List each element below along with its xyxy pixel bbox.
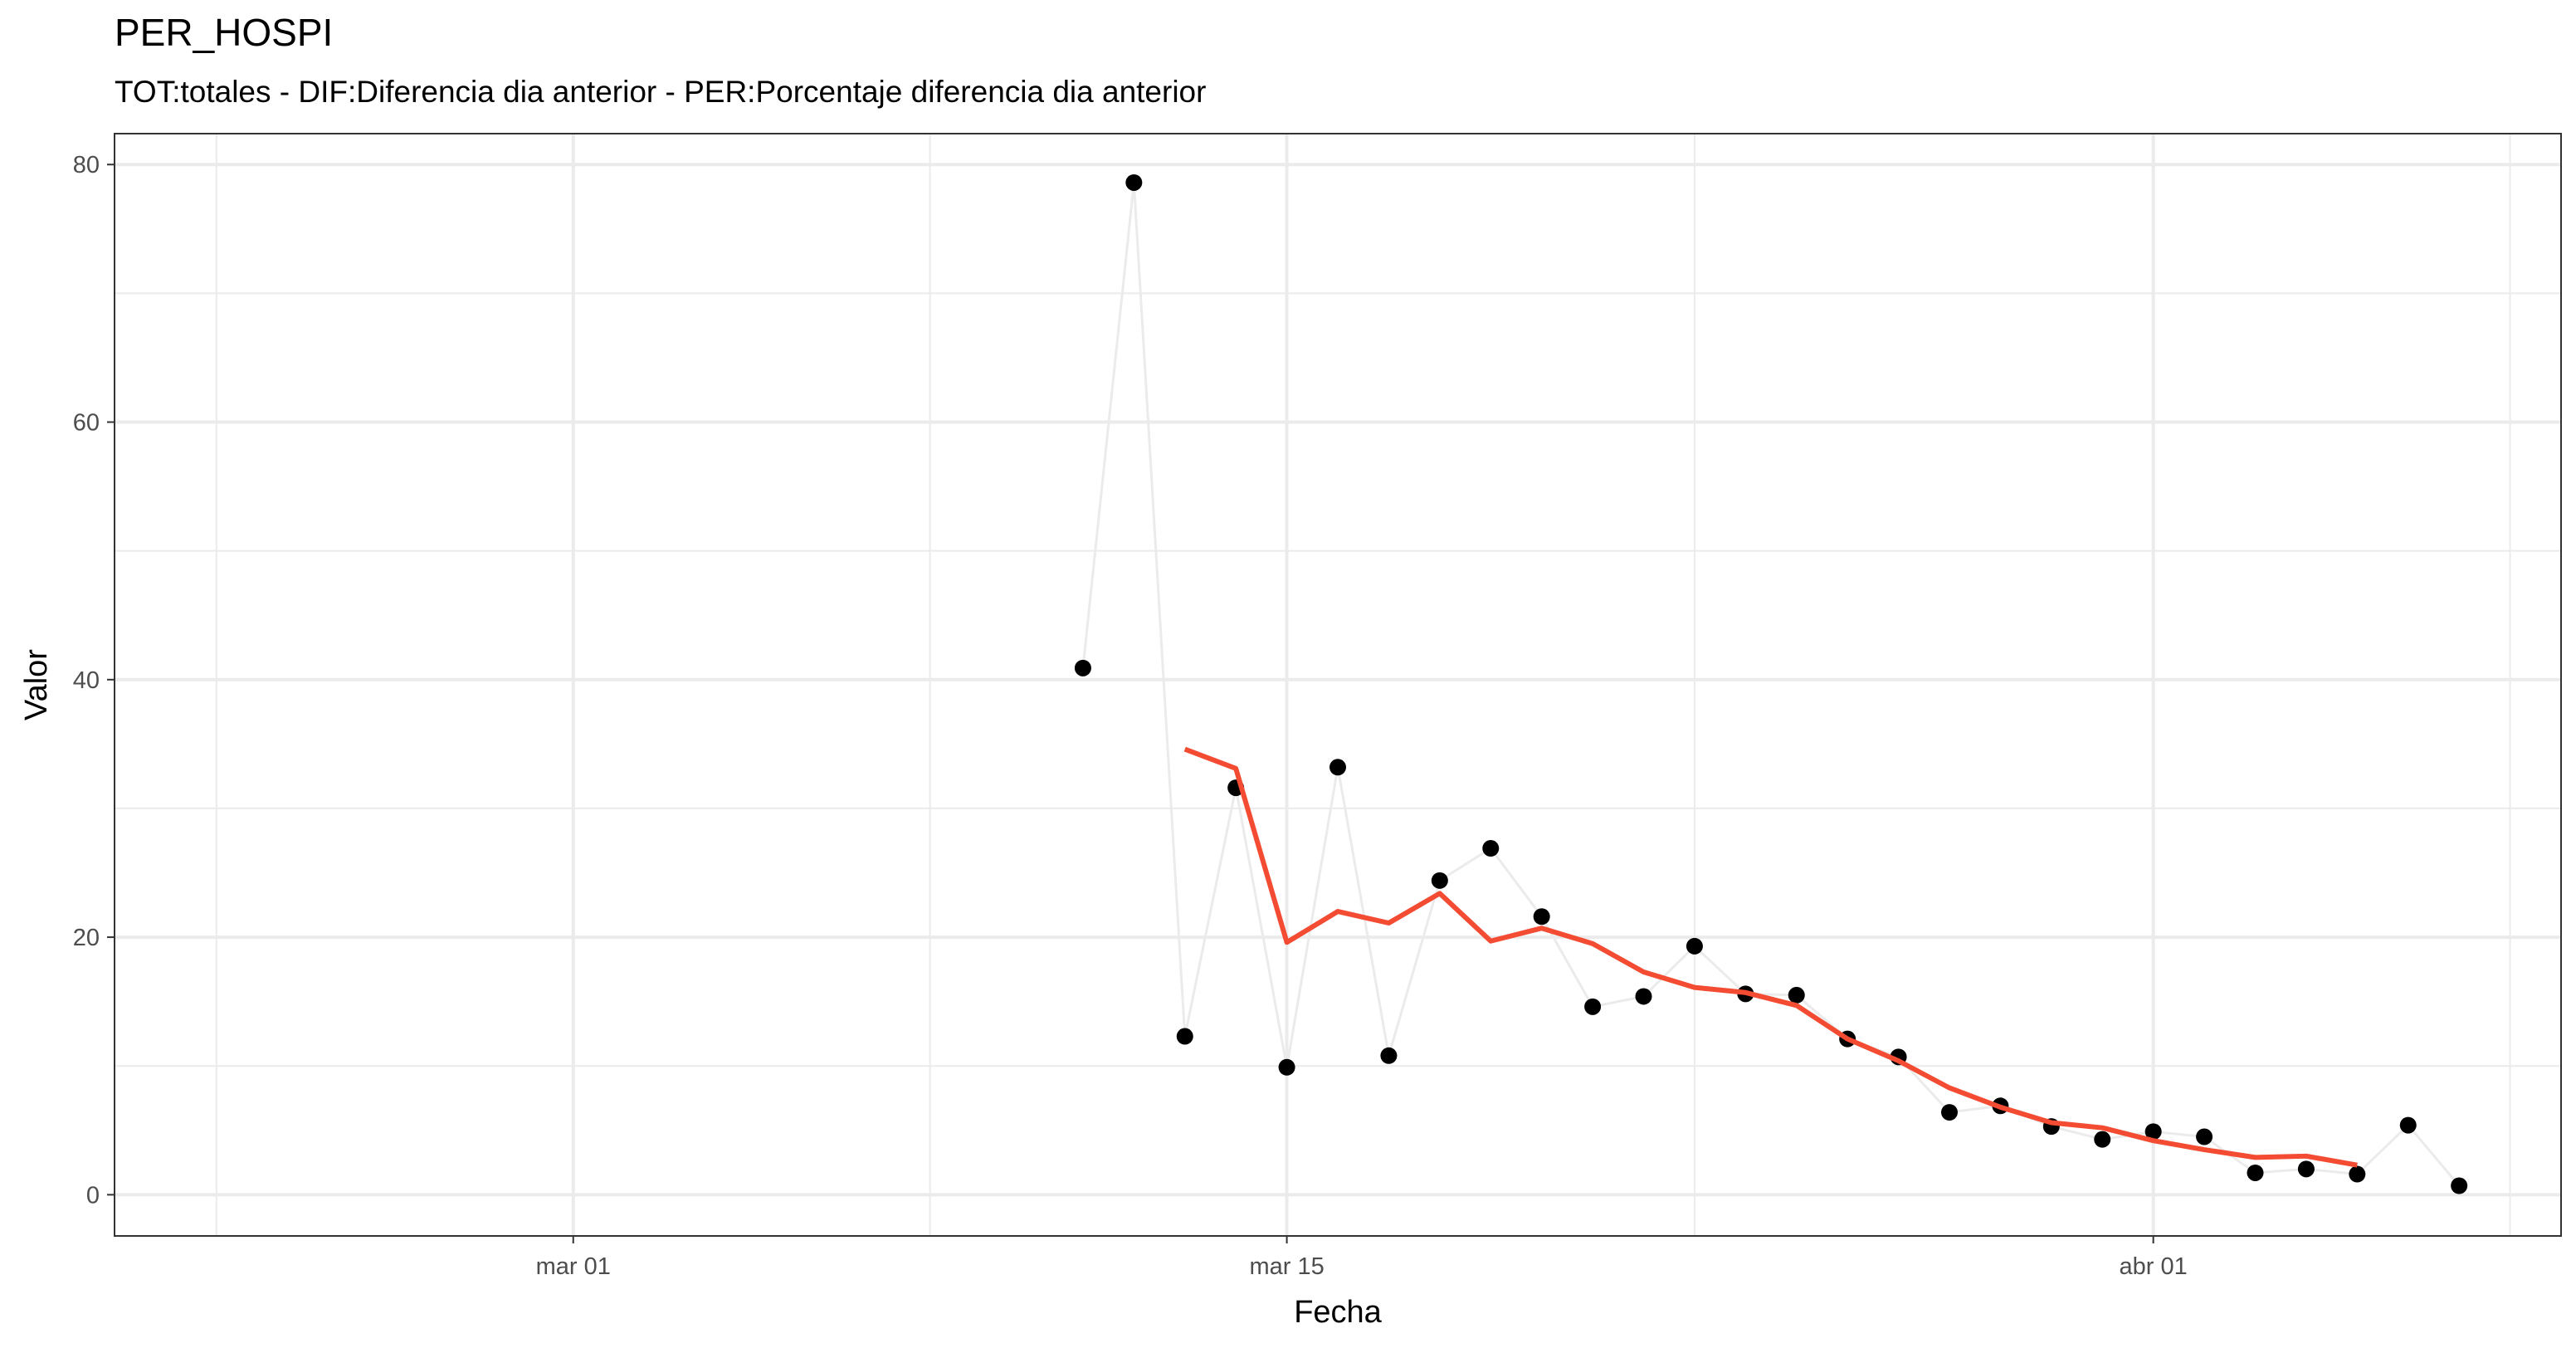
panel-border — [114, 133, 2562, 1237]
chart-title: PER_HOSPI — [115, 11, 334, 54]
data-point — [1176, 1028, 1193, 1045]
y-tick-label: 20 — [73, 925, 100, 951]
data-point — [2399, 1116, 2417, 1134]
y-tick-label: 80 — [73, 152, 100, 178]
data-point — [1686, 937, 1703, 955]
x-tick-label: mar 01 — [536, 1253, 611, 1280]
y-tick-label: 40 — [73, 667, 100, 694]
major-gridlines — [115, 134, 2561, 1236]
data-point — [2349, 1165, 2366, 1183]
data-point — [2247, 1164, 2264, 1181]
data-point — [1533, 908, 1550, 926]
x-tick-label: mar 15 — [1249, 1253, 1324, 1280]
data-point — [1125, 173, 1143, 191]
chart-subtitle: TOT:totales - DIF:Diferencia dia anterio… — [115, 75, 1207, 109]
series-connector-line — [1081, 182, 2461, 1187]
minor-gridlines — [115, 134, 2561, 1236]
x-axis-title: Fecha — [1294, 1295, 1382, 1330]
data-point — [1278, 1058, 1295, 1076]
axis-tick-labels: 0 20 40 60 80 mar 01 mar 15 abr 01 — [73, 152, 2188, 1280]
data-point — [1941, 1104, 1958, 1121]
axis-ticks — [107, 164, 2154, 1243]
y-tick-label: 60 — [73, 410, 100, 437]
data-point — [2196, 1128, 2213, 1145]
y-axis-title: Valor — [19, 649, 54, 720]
data-point — [1635, 988, 1652, 1005]
data-point — [2144, 1123, 2162, 1140]
data-point — [1329, 759, 1346, 776]
trend-line — [1183, 746, 2358, 1168]
data-point — [1431, 872, 1448, 889]
data-point — [1074, 659, 1091, 676]
data-point — [1482, 840, 1500, 857]
data-point — [1584, 998, 1602, 1015]
y-tick-label: 0 — [86, 1182, 100, 1209]
data-point — [2094, 1131, 2111, 1148]
data-point — [2451, 1177, 2468, 1194]
data-point — [1788, 986, 1805, 1004]
data-point — [1380, 1047, 1398, 1064]
data-point — [2297, 1160, 2315, 1178]
series-layer — [1074, 173, 2468, 1194]
x-tick-label: abr 01 — [2120, 1253, 2188, 1280]
